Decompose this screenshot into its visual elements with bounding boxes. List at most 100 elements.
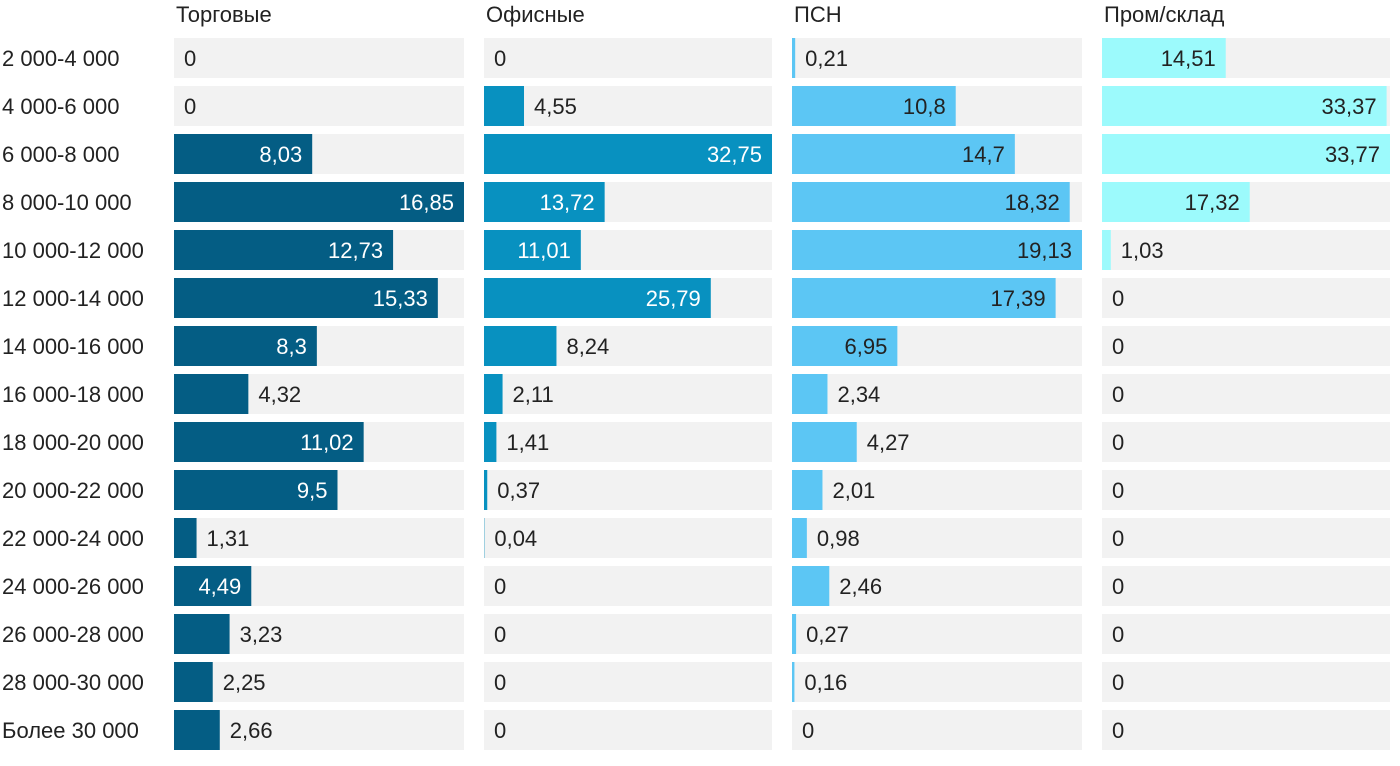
bar-track: [792, 566, 1082, 606]
value-label-2-4: 19,13: [1017, 238, 1072, 263]
bar-track: [1102, 614, 1390, 654]
bar-track: [1102, 374, 1390, 414]
value-label-1-7: 2,11: [513, 382, 554, 407]
value-label-3-14: 0: [1112, 718, 1124, 743]
bar-track: [792, 662, 1082, 702]
bar-track: [1102, 326, 1390, 366]
panel-title-0: Торговые: [176, 2, 272, 27]
bar-0-11: [174, 566, 252, 606]
bar-track: [484, 422, 772, 462]
bar-2-13: [792, 662, 795, 702]
value-label-1-10: 0,04: [494, 526, 537, 551]
bar-2-0: [792, 38, 796, 78]
bar-track: [1102, 230, 1390, 270]
value-label-0-9: 9,5: [297, 478, 328, 503]
bar-2-10: [792, 518, 807, 558]
bar-0-9: [174, 470, 338, 510]
value-label-2-11: 2,46: [839, 574, 882, 599]
value-label-3-9: 0: [1112, 478, 1124, 503]
value-label-1-6: 8,24: [566, 334, 609, 359]
bar-0-14: [174, 710, 220, 750]
bar-track: [484, 518, 772, 558]
value-label-0-8: 11,02: [300, 430, 353, 455]
value-label-3-4: 1,03: [1121, 238, 1164, 263]
value-label-2-0: 0,21: [805, 46, 848, 71]
bar-3-4: [1102, 230, 1111, 270]
panel-title-1: Офисные: [486, 2, 585, 27]
row-label-12-000-14-000: 12 000-14 000: [2, 286, 144, 311]
value-label-3-0: 14,51: [1161, 46, 1216, 71]
value-label-0-6: 8,3: [276, 334, 307, 359]
value-label-3-10: 0: [1112, 526, 1124, 551]
bar-track: [1102, 518, 1390, 558]
bar-track: [484, 662, 772, 702]
value-label-1-8: 1,41: [506, 430, 549, 455]
value-label-1-12: 0: [494, 622, 506, 647]
bar-track: [484, 614, 772, 654]
bar-2-3: [792, 182, 1070, 222]
row-label-22-000-24-000: 22 000-24 000: [2, 526, 144, 551]
bar-3-1: [1102, 86, 1387, 126]
bar-2-2: [792, 134, 1015, 174]
bar-track: [484, 710, 772, 750]
value-label-2-7: 2,34: [837, 382, 880, 407]
value-label-0-7: 4,32: [258, 382, 301, 407]
row-label-10-000-12-000: 10 000-12 000: [2, 238, 144, 263]
bar-2-7: [792, 374, 828, 414]
value-label-3-8: 0: [1112, 430, 1124, 455]
bar-0-7: [174, 374, 249, 414]
value-label-0-0: 0: [184, 46, 196, 71]
bar-2-6: [792, 326, 898, 366]
bar-0-2: [174, 134, 313, 174]
value-label-3-6: 0: [1112, 334, 1124, 359]
bar-3-2: [1102, 134, 1390, 174]
bar-0-3: [174, 182, 464, 222]
bar-0-8: [174, 422, 364, 462]
row-label-4-000-6-000: 4 000-6 000: [2, 94, 119, 119]
bar-track: [792, 374, 1082, 414]
bar-track: [484, 86, 772, 126]
bar-1-9: [484, 470, 488, 510]
value-label-2-10: 0,98: [817, 526, 860, 551]
value-label-3-5: 0: [1112, 286, 1124, 311]
value-label-2-13: 0,16: [804, 670, 847, 695]
value-label-2-14: 0: [802, 718, 814, 743]
bar-0-13: [174, 662, 213, 702]
value-label-1-4: 11,01: [517, 238, 570, 263]
value-label-1-11: 0: [494, 574, 506, 599]
row-label-16-000-18-000: 16 000-18 000: [2, 382, 144, 407]
bar-track: [484, 38, 772, 78]
value-label-0-10: 1,31: [207, 526, 250, 551]
row-label-8-000-10-000: 8 000-10 000: [2, 190, 132, 215]
bar-1-5: [484, 278, 711, 318]
value-label-2-2: 14,7: [962, 142, 1005, 167]
bar-track: [792, 518, 1082, 558]
bar-track: [1102, 422, 1390, 462]
value-label-0-5: 15,33: [373, 286, 428, 311]
value-label-2-5: 17,39: [991, 286, 1046, 311]
bar-track: [174, 710, 464, 750]
bar-1-4: [484, 230, 581, 270]
value-label-2-12: 0,27: [806, 622, 849, 647]
value-label-3-3: 17,32: [1185, 190, 1240, 215]
bar-3-3: [1102, 182, 1250, 222]
value-label-3-11: 0: [1112, 574, 1124, 599]
bar-2-12: [792, 614, 797, 654]
value-label-3-12: 0: [1112, 622, 1124, 647]
row-label-24-000-26-000: 24 000-26 000: [2, 574, 144, 599]
value-label-0-14: 2,66: [230, 718, 273, 743]
bar-2-5: [792, 278, 1056, 318]
value-label-2-6: 6,95: [845, 334, 888, 359]
bar-0-4: [174, 230, 394, 270]
value-label-0-11: 4,49: [198, 574, 241, 599]
bar-track: [1102, 278, 1390, 318]
value-label-3-1: 33,37: [1322, 94, 1377, 119]
value-label-1-9: 0,37: [497, 478, 540, 503]
value-label-1-2: 32,75: [707, 142, 762, 167]
value-label-2-8: 4,27: [867, 430, 910, 455]
bar-1-1: [484, 86, 525, 126]
value-label-0-4: 12,73: [328, 238, 383, 263]
bar-2-11: [792, 566, 830, 606]
row-label-2-000-4-000: 2 000-4 000: [2, 46, 119, 71]
